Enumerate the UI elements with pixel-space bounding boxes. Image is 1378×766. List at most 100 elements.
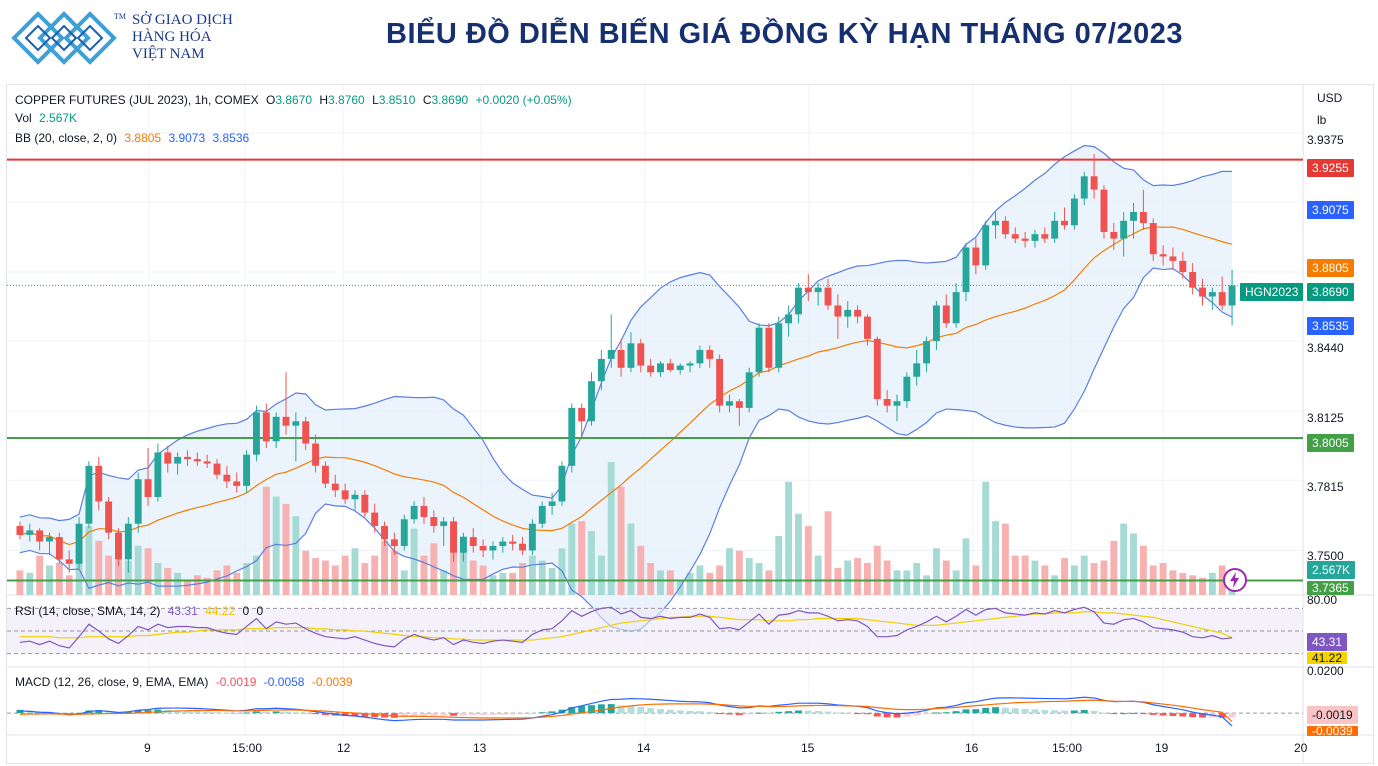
legend-rsi-na1: 0 xyxy=(242,604,250,618)
volume-bar xyxy=(410,528,418,595)
macd-histogram-bar xyxy=(932,712,940,714)
candle-body xyxy=(262,412,270,442)
volume-bar xyxy=(400,570,408,595)
candle-body xyxy=(252,412,260,455)
macd-histogram-bar xyxy=(637,706,645,714)
legend-bb-lower: 3.8536 xyxy=(212,131,250,145)
candle-body xyxy=(854,309,862,317)
volume-bar xyxy=(105,555,113,595)
volume-bar xyxy=(55,563,63,595)
legend-vol-label: Vol xyxy=(15,111,32,125)
volume-bar xyxy=(775,535,783,595)
candle-body xyxy=(450,521,457,553)
candle-body xyxy=(1228,285,1236,306)
candle-body xyxy=(1090,176,1098,190)
volume-bar xyxy=(85,526,93,595)
macd-histogram-bar xyxy=(538,712,546,714)
price-chart[interactable] xyxy=(7,85,1373,763)
macd-histogram-bar xyxy=(1061,710,1068,714)
macd-histogram-bar xyxy=(105,710,113,714)
volume-bar xyxy=(499,572,507,595)
macd-histogram-bar xyxy=(1100,712,1108,714)
time-label: 16 xyxy=(965,741,979,755)
legend-close-label: C xyxy=(422,93,432,107)
volume-bar xyxy=(814,555,822,595)
candle-body xyxy=(124,523,132,560)
legend-macd-line: -0.0058 xyxy=(263,675,305,689)
macd-histogram-bar xyxy=(252,711,260,714)
candle-body xyxy=(203,461,211,464)
macd-histogram-bar xyxy=(420,713,428,717)
candle-body xyxy=(923,341,931,364)
volume-bar xyxy=(913,563,921,595)
macd-histogram-bar xyxy=(479,713,487,716)
macd-histogram-bar xyxy=(785,711,793,714)
candle-body xyxy=(1199,287,1206,297)
candle-body xyxy=(735,401,743,408)
time-label: 15:00 xyxy=(1052,741,1083,755)
volume-bar xyxy=(134,545,142,595)
volume-bar xyxy=(1199,577,1206,595)
macd-histogram-bar xyxy=(509,713,517,715)
candle-body xyxy=(144,479,152,497)
volume-bar xyxy=(1139,545,1147,595)
legend-vol-value: 2.567K xyxy=(39,111,78,125)
tick-label-price: 3.9375 xyxy=(1307,133,1344,147)
volume-bar xyxy=(1021,555,1029,595)
legend-macd-hist: -0.0019 xyxy=(215,675,257,689)
candle-body xyxy=(115,532,122,560)
candle-body xyxy=(627,343,635,368)
volume-bar xyxy=(519,563,526,595)
macd-histogram-bar xyxy=(873,713,881,717)
macd-histogram-bar xyxy=(1001,707,1009,714)
macd-signal-line xyxy=(19,699,1233,723)
volume-bar xyxy=(95,540,103,595)
time-label: 12 xyxy=(337,741,351,755)
macd-histogram-bar xyxy=(450,713,457,716)
candle-body xyxy=(558,465,566,502)
volume-bar xyxy=(657,570,664,595)
volume-bar xyxy=(430,543,438,595)
macd-line xyxy=(19,696,1233,727)
macd-histogram-bar xyxy=(410,713,418,717)
candle-body xyxy=(499,541,507,546)
macd-histogram-bar xyxy=(440,713,448,716)
volume-bar xyxy=(607,462,615,595)
macd-histogram-bar xyxy=(972,709,980,714)
time-label: 14 xyxy=(637,741,651,755)
org-name: TM SỞ GIAO DỊCH HÀNG HÓA VIỆT NAM xyxy=(114,12,233,63)
volume-bar xyxy=(538,560,546,595)
candle-body xyxy=(371,512,379,526)
candle-body xyxy=(459,537,467,553)
volume-bar xyxy=(243,563,251,595)
candle-body xyxy=(844,309,852,317)
candle-body xyxy=(1001,220,1009,235)
macd-histogram-bar xyxy=(854,713,862,715)
macd-histogram-bar xyxy=(1169,713,1177,717)
candle-body xyxy=(932,305,940,342)
volume-bar xyxy=(824,511,832,595)
macd-histogram-bar xyxy=(213,712,221,714)
volume-bar xyxy=(321,560,329,595)
lightning-icon[interactable] xyxy=(1222,567,1248,593)
chart-frame[interactable]: COPPER FUTURES (JUL 2023), 1h, COMEX O3.… xyxy=(6,84,1374,764)
volume-bar xyxy=(144,548,152,595)
macd-histogram-bar xyxy=(262,711,270,714)
candle-body xyxy=(282,416,290,426)
legend-high-label: H xyxy=(319,93,329,107)
candle-body xyxy=(1080,176,1088,199)
candle-body xyxy=(942,305,950,324)
volume-bar xyxy=(883,560,891,595)
volume-bar xyxy=(341,555,349,595)
macd-histogram-bar xyxy=(1139,713,1147,715)
org-line-1: SỞ GIAO DỊCH xyxy=(132,12,233,28)
candle-body xyxy=(1189,272,1197,288)
candle-body xyxy=(351,494,359,500)
candle-body xyxy=(292,421,300,426)
candle-body xyxy=(381,525,389,540)
candle-body xyxy=(95,465,103,502)
volume-bar xyxy=(1179,572,1187,595)
macd-histogram-bar xyxy=(982,707,990,714)
macd-histogram-bar xyxy=(1080,710,1088,714)
macd-histogram-bar xyxy=(1110,713,1118,715)
